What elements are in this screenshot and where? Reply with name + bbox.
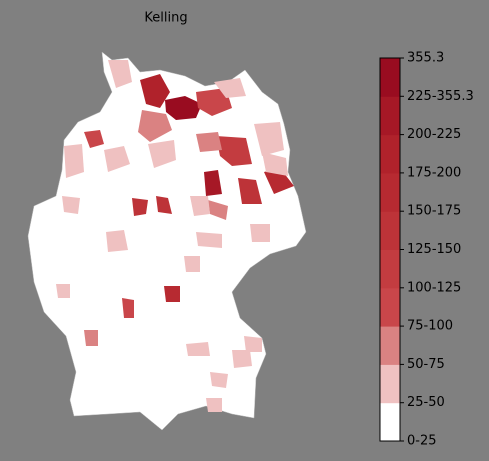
colorbar-label: 75-100 — [407, 319, 453, 334]
colorbar-segment — [380, 172, 400, 212]
colorbar-segment — [380, 96, 400, 136]
district — [62, 196, 80, 214]
district — [196, 132, 222, 152]
district — [140, 74, 170, 108]
colorbar-label: 200-225 — [407, 127, 461, 142]
colorbar-label: 0-25 — [407, 434, 437, 449]
district — [84, 130, 104, 148]
district — [122, 298, 134, 318]
district — [64, 144, 84, 178]
colorbar-label: 25-50 — [407, 395, 445, 410]
district — [165, 96, 202, 120]
district — [214, 78, 246, 98]
district — [104, 146, 130, 172]
colorbar-segment — [380, 364, 400, 404]
district — [138, 110, 172, 142]
colorbar-segment — [380, 326, 400, 365]
colorbar-label: 100-125 — [407, 280, 461, 295]
district — [164, 286, 180, 302]
district — [210, 372, 228, 388]
district — [254, 122, 284, 156]
district — [232, 350, 252, 368]
district — [148, 140, 176, 168]
district — [56, 284, 70, 298]
colorbar-segment — [380, 134, 400, 174]
district — [156, 196, 172, 214]
map-title: Kelling — [144, 11, 187, 26]
colorbar-segment — [380, 211, 400, 250]
district — [186, 342, 210, 356]
district — [106, 230, 128, 252]
district — [184, 256, 200, 272]
colorbar-label: 50-75 — [407, 357, 445, 372]
colorbar-segment — [380, 249, 400, 289]
district — [244, 336, 262, 352]
district — [108, 60, 132, 88]
colorbar-label: 175-200 — [407, 165, 461, 180]
district — [262, 152, 288, 176]
district — [216, 136, 252, 166]
districts — [56, 60, 294, 412]
district — [84, 330, 98, 346]
germany-map — [27, 51, 307, 431]
district — [250, 224, 270, 242]
colorbar-label: 355.3 — [407, 51, 444, 66]
district — [208, 200, 228, 220]
colorbar-segment — [380, 287, 400, 327]
district — [206, 398, 222, 412]
district — [196, 232, 222, 248]
colorbar-label: 225-355.3 — [407, 89, 474, 104]
district — [132, 198, 148, 216]
district — [190, 196, 210, 216]
district — [204, 170, 222, 196]
colorbar-segment — [380, 58, 400, 97]
district — [264, 168, 294, 194]
district — [238, 178, 262, 204]
colorbar-label: 150-175 — [407, 204, 461, 219]
colorbar-segment — [380, 402, 400, 442]
colorbar-label: 125-150 — [407, 242, 461, 257]
district — [196, 88, 232, 116]
